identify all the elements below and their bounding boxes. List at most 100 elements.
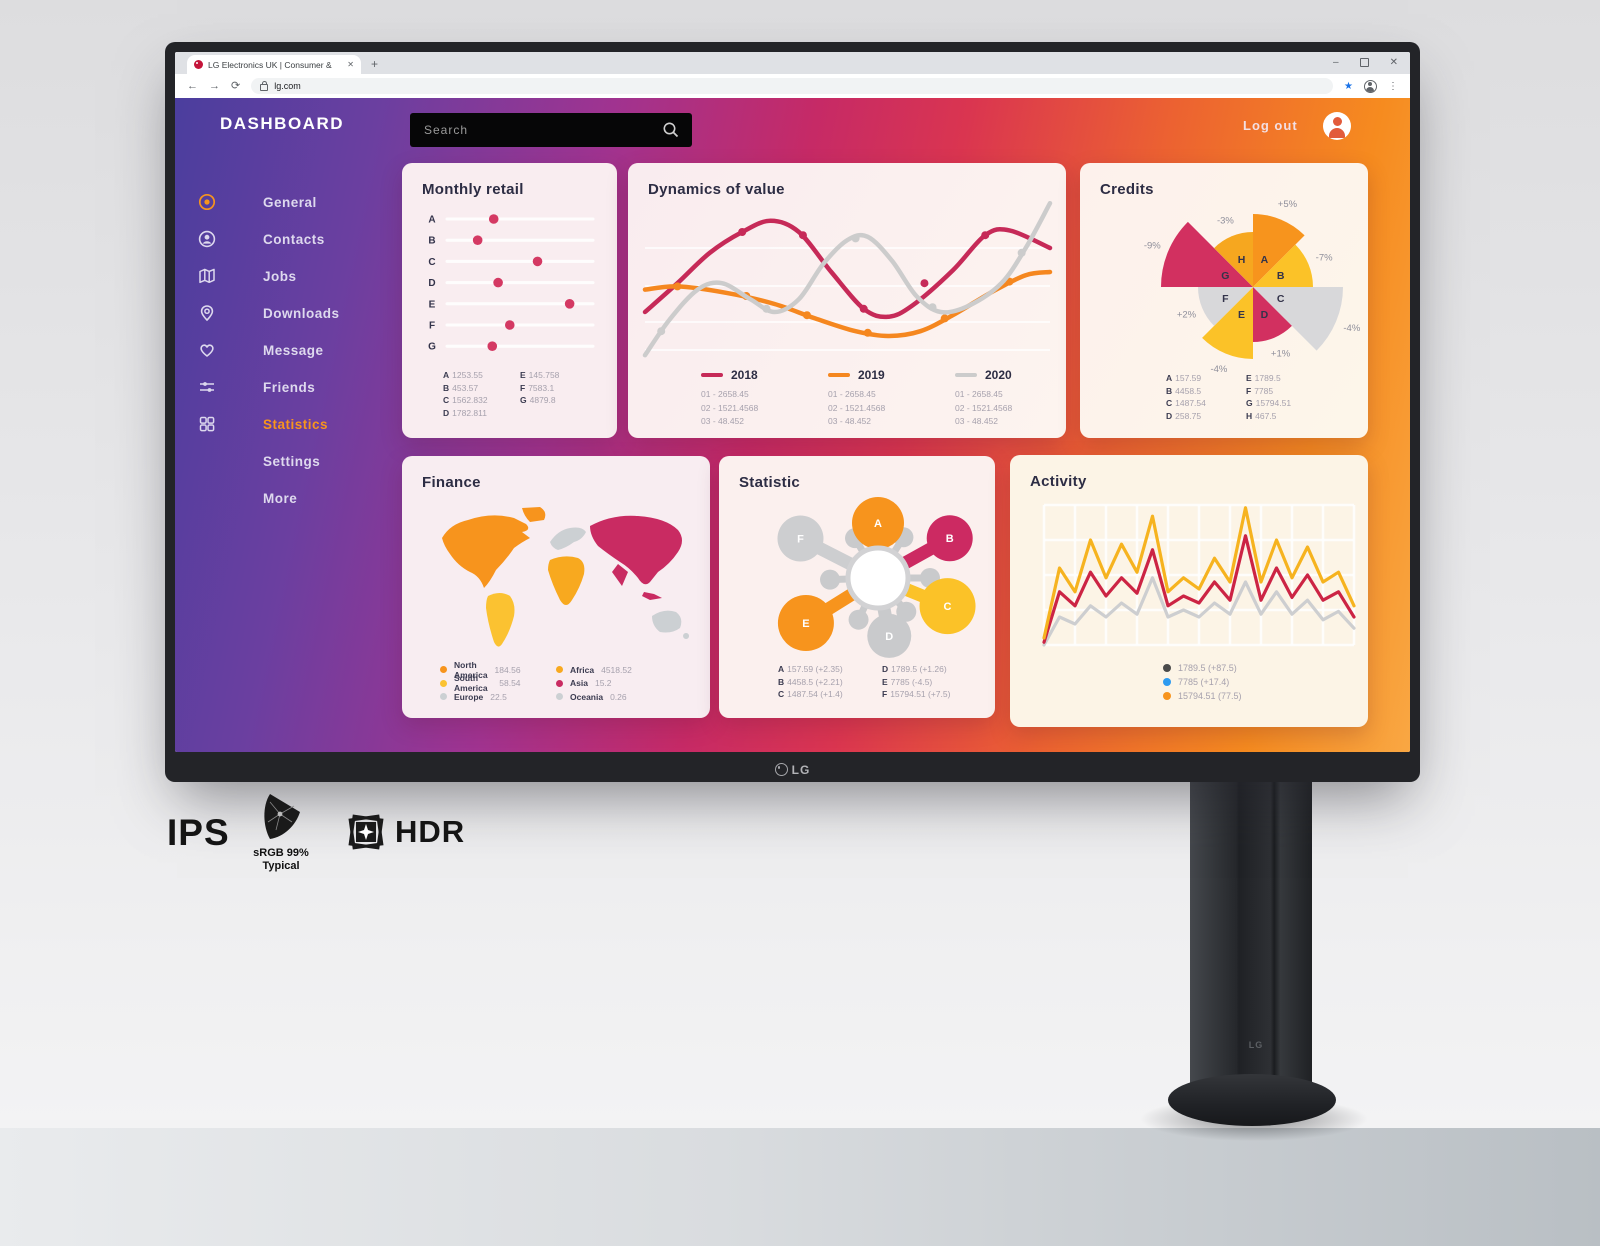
sidebar-item-general[interactable]: General	[175, 190, 405, 214]
avatar[interactable]	[1323, 112, 1351, 140]
svg-text:+2%: +2%	[1177, 310, 1197, 321]
monitor-stand-base	[1168, 1074, 1336, 1126]
logout-button[interactable]: Log out	[1243, 118, 1298, 133]
pin-icon	[200, 305, 214, 322]
svg-text:C: C	[428, 257, 435, 268]
map-region-south-america	[486, 593, 515, 647]
svg-text:C: C	[944, 601, 952, 613]
activity-chart	[1042, 503, 1356, 647]
map-region-africa	[548, 556, 585, 605]
card-credits: A +5% B -7% C -4% D +1% E -4% F +2% G -9% H -3% Credits…	[1080, 163, 1368, 438]
map-region-europe	[550, 527, 586, 550]
ips-badge: IPS	[167, 812, 230, 853]
new-tab-button[interactable]: +	[371, 57, 379, 71]
sidebar-item-settings[interactable]: Settings	[175, 449, 405, 473]
browser-toolbar: ← → ⟳ lg.com ★ ⋮	[175, 74, 1410, 98]
stand-lg-logo: LG	[1248, 1040, 1264, 1050]
card-title: Activity	[1030, 473, 1087, 490]
svg-text:H: H	[1238, 254, 1246, 266]
svg-text:+1%: +1%	[1271, 349, 1291, 360]
sliders-icon	[200, 382, 214, 392]
svg-text:-4%: -4%	[1343, 323, 1360, 334]
search-bar[interactable]	[410, 113, 692, 147]
srgb-line1: sRGB 99%	[253, 847, 309, 859]
card-dynamics-of-value: Dynamics of value 2018 01 - 2658.45 02 - 1…	[628, 163, 1066, 438]
sidebar-item-message[interactable]: Message	[175, 338, 405, 362]
srgb-cone-icon	[264, 794, 300, 839]
url-text: lg.com	[274, 81, 301, 91]
hdr-badge: HDR	[344, 810, 465, 854]
sidebar-item-contacts[interactable]: Contacts	[175, 227, 405, 251]
svg-text:+5%: +5%	[1278, 199, 1298, 210]
svg-text:F: F	[797, 534, 804, 546]
sidebar-item-downloads[interactable]: Downloads	[175, 301, 405, 325]
credits-chart: A +5% B -7% C -4% D +1% E -4% F +2% G -9% H -3%	[1144, 199, 1361, 375]
browser-tab[interactable]: LG Electronics UK | Consumer & ✕	[187, 55, 361, 74]
sidebar-item-label: Jobs	[263, 268, 297, 284]
reload-icon[interactable]: ⟳	[231, 79, 241, 92]
bookmark-star-icon[interactable]: ★	[1344, 80, 1353, 92]
card-title: Finance	[422, 474, 481, 491]
sidebar-item-label: General	[263, 194, 317, 210]
lock-icon	[260, 81, 269, 91]
sidebar-item-statistics[interactable]: Statistics	[175, 412, 405, 436]
map-region-oceania	[652, 610, 690, 639]
window-controls: – ✕	[1333, 57, 1398, 68]
back-icon[interactable]: ←	[187, 79, 198, 92]
map-icon	[199, 268, 215, 284]
browser-menu-icon[interactable]: ⋮	[1388, 80, 1398, 92]
sidebar-item-label: Friends	[263, 379, 316, 395]
forward-icon[interactable]: →	[209, 79, 220, 92]
map-region-north-america	[442, 507, 546, 588]
svg-text:A: A	[1261, 254, 1269, 266]
heart-icon	[200, 344, 214, 357]
legend-item: 7785 (+17.4)	[1163, 675, 1242, 689]
legend-2019: 2019 01 - 2658.45 02 - 1521.4568 03 - 48.45…	[828, 368, 886, 426]
sidebar-item-friends[interactable]: Friends	[175, 375, 405, 399]
legend-item: Asia 15.2	[556, 677, 632, 691]
tab-close-icon[interactable]: ✕	[347, 60, 354, 69]
browser-profile-icon[interactable]	[1364, 79, 1377, 93]
svg-text:-7%: -7%	[1316, 253, 1333, 264]
address-bar[interactable]: lg.com	[251, 78, 1334, 94]
svg-text:G: G	[1221, 270, 1229, 282]
srgb-line2: Typical	[262, 860, 300, 872]
svg-text:-4%: -4%	[1210, 364, 1227, 375]
svg-text:A: A	[874, 518, 882, 530]
svg-text:B: B	[1277, 270, 1285, 282]
sidebar-item-label: Statistics	[263, 416, 329, 432]
lg-circle-icon	[774, 763, 788, 776]
close-icon[interactable]: ✕	[1389, 57, 1398, 68]
dynamics-chart	[642, 200, 1053, 358]
sidebar-item-more[interactable]: More	[175, 486, 405, 510]
card-title: Credits	[1100, 181, 1154, 198]
desk-surface	[0, 1128, 1600, 1246]
monitor-screen: LG Electronics UK | Consumer & ✕ + – ✕ ←…	[175, 52, 1410, 752]
minimize-icon[interactable]: –	[1333, 57, 1339, 68]
svg-text:-3%: -3%	[1217, 215, 1234, 226]
activity-legend: 1789.5 (+87.5) 7785 (+17.4) 15794.51 (77.5…	[1163, 661, 1242, 703]
card-title: Statistic	[739, 474, 801, 491]
legend-item: 1789.5 (+87.5)	[1163, 661, 1242, 675]
search-input[interactable]	[422, 122, 662, 138]
card-activity: Activity 1789.5 (+87.5) 7785 (+17.4) 15794…	[1010, 455, 1368, 727]
svg-text:G: G	[428, 342, 436, 353]
map-region-asia	[590, 515, 682, 600]
grid-icon	[199, 416, 215, 432]
card-finance: Finance North America 184.56 South America…	[402, 456, 710, 718]
restore-icon[interactable]	[1359, 58, 1369, 67]
legend-item: 15794.51 (77.5)	[1163, 689, 1242, 703]
legend-2018: 2018 01 - 2658.45 02 - 1521.4568 03 - 48.45…	[701, 368, 759, 426]
lg-favicon	[194, 60, 203, 69]
browser-tab-strip: LG Electronics UK | Consumer & ✕ + – ✕	[175, 52, 1410, 74]
svg-text:D: D	[885, 631, 893, 643]
sidebar-item-jobs[interactable]: Jobs	[175, 264, 405, 288]
srgb-badge: sRGB 99% Typical	[240, 792, 322, 873]
page-title: DASHBOARD	[220, 114, 344, 133]
svg-text:B: B	[428, 236, 435, 247]
circle-dot-icon	[198, 193, 216, 211]
dashboard: DASHBOARD Log out General Contacts Jobs Dow…	[175, 98, 1410, 752]
